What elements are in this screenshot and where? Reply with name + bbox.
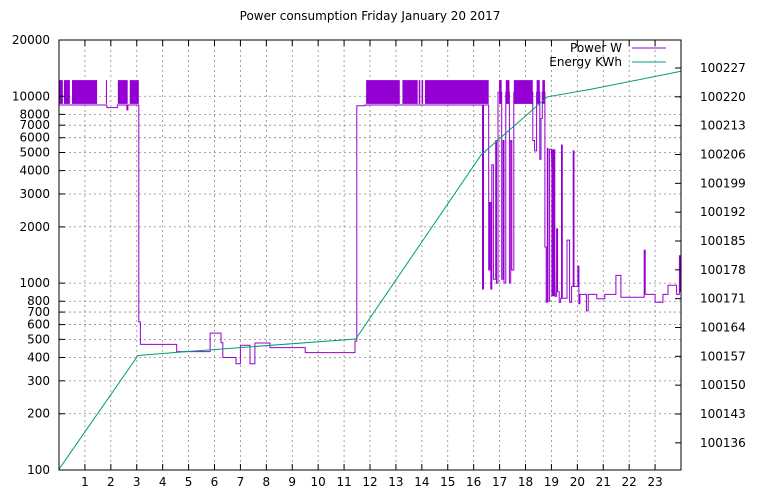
y-left-tick-label: 4000 <box>19 164 50 178</box>
y-left-tick-label: 5000 <box>19 146 50 160</box>
y-right-tick-label: 100150 <box>700 378 746 392</box>
x-tick-label: 6 <box>211 475 219 489</box>
x-tick-label: 15 <box>440 475 455 489</box>
chart-title: Power consumption Friday January 20 2017 <box>239 9 501 23</box>
y-left-tick-label: 10000 <box>12 89 50 103</box>
y-right-tick-label: 100227 <box>700 61 746 75</box>
power-band-segment <box>105 80 107 104</box>
x-tick-label: 16 <box>466 475 481 489</box>
x-tick-label: 3 <box>133 475 141 489</box>
y-right-tick-label: 100136 <box>700 436 746 450</box>
y-left-tick-label: 2000 <box>19 220 50 234</box>
y-right-tick-label: 100213 <box>700 119 746 133</box>
x-tick-label: 20 <box>570 475 585 489</box>
power-band-segment <box>129 80 139 104</box>
x-tick-label: 4 <box>159 475 167 489</box>
x-tick-label: 17 <box>492 475 507 489</box>
x-tick-label: 18 <box>518 475 533 489</box>
y-right-tick-label: 100178 <box>700 263 746 277</box>
series-line-energy-kwh <box>58 70 682 470</box>
power-band-segment <box>117 80 128 104</box>
y-left-tick-label: 100 <box>27 463 50 477</box>
x-tick-label: 22 <box>622 475 637 489</box>
x-tick-label: 8 <box>263 475 271 489</box>
y-right-tick-label: 100199 <box>700 176 746 190</box>
y-left-tick-label: 7000 <box>19 118 50 132</box>
y-left-tick-label: 6000 <box>19 131 50 145</box>
y-right-tick-label: 100185 <box>700 234 746 248</box>
x-tick-label: 12 <box>362 475 377 489</box>
legend-label-power-w: Power W <box>570 41 622 55</box>
y-left-tick-label: 400 <box>27 350 50 364</box>
y-left-tick-label: 300 <box>27 374 50 388</box>
x-tick-label: 13 <box>388 475 403 489</box>
x-tick-label: 21 <box>596 475 611 489</box>
y-right-tick-label: 100220 <box>700 90 746 104</box>
x-tick-label: 7 <box>237 475 245 489</box>
y-left-tick-label: 1000 <box>19 276 50 290</box>
power-band-group <box>59 80 556 297</box>
y-left-tick-label: 500 <box>27 332 50 346</box>
x-tick-label: 11 <box>336 475 351 489</box>
x-tick-label: 10 <box>311 475 326 489</box>
x-tick-label: 9 <box>288 475 296 489</box>
y-left-tick-label: 3000 <box>19 187 50 201</box>
y-right-tick-label: 100206 <box>700 148 746 162</box>
x-tick-label: 19 <box>544 475 559 489</box>
x-tick-label: 14 <box>414 475 429 489</box>
y-left-tick-label: 8000 <box>19 107 50 121</box>
y-left-tick-label: 600 <box>27 318 50 332</box>
power-band-segment <box>418 80 421 104</box>
y-left-tick-label: 800 <box>27 294 50 308</box>
power-band-segment <box>424 80 489 104</box>
y-right-tick-label: 100157 <box>700 349 746 363</box>
x-tick-label: 1 <box>81 475 89 489</box>
y-left-tick-label: 700 <box>27 305 50 319</box>
x-tick-label: 23 <box>647 475 662 489</box>
power-band-segment <box>63 80 70 104</box>
series-line-power-w <box>59 91 681 365</box>
x-tick-label: 5 <box>185 475 193 489</box>
power-band-segment <box>366 80 400 104</box>
y-left-tick-label: 20000 <box>12 33 50 47</box>
x-tick-label: 2 <box>107 475 115 489</box>
power-band-segment <box>71 80 98 104</box>
y-right-tick-label: 100143 <box>700 407 746 421</box>
axis-ticks <box>59 39 681 471</box>
power-band-segment <box>402 80 418 104</box>
power-band-segment <box>421 80 424 104</box>
y-left-tick-label: 200 <box>27 407 50 421</box>
y-right-tick-label: 100192 <box>700 205 746 219</box>
y-right-tick-label: 100164 <box>700 320 746 334</box>
power-band-segment <box>59 80 63 104</box>
y-right-tick-label: 100171 <box>700 292 746 306</box>
legend-label-energy-kwh: Energy KWh <box>549 55 622 69</box>
